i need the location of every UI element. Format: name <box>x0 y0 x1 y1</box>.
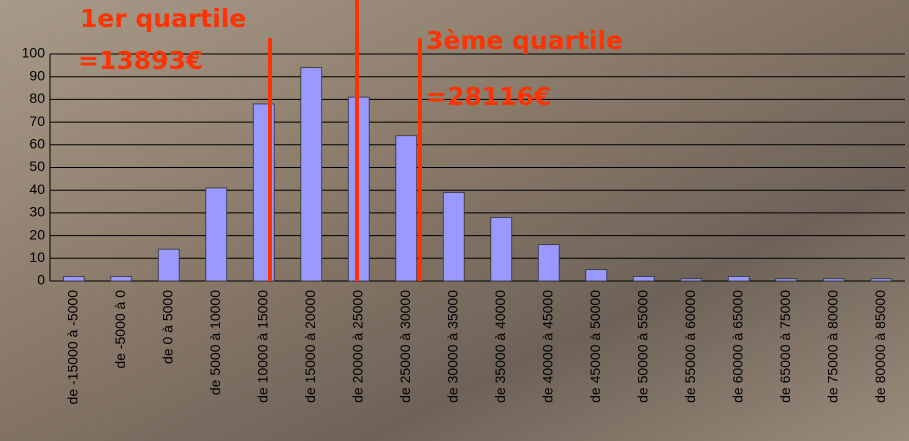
bar <box>442 192 465 282</box>
bar <box>775 278 798 282</box>
bar <box>205 187 228 282</box>
x-tick-label: de 50000 à 55000 <box>634 290 650 403</box>
y-tick-label: 30 <box>29 204 45 220</box>
bar <box>110 276 133 282</box>
bar <box>822 278 845 282</box>
annotation: =28116€ <box>426 82 551 111</box>
x-tick-label: de -5000 à 0 <box>112 290 128 369</box>
x-tick-label: de 75000 à 80000 <box>824 290 840 403</box>
x-tick-label: de 40000 à 45000 <box>539 290 555 403</box>
y-tick-label: 100 <box>22 45 46 61</box>
x-tick-label: de 30000 à 35000 <box>444 290 460 403</box>
y-tick-label: 10 <box>29 249 45 265</box>
bar <box>870 278 893 282</box>
annotation: 3ème quartile <box>426 26 623 55</box>
x-tick-label: de 15000 à 20000 <box>302 290 318 403</box>
y-tick-label: 50 <box>29 158 45 174</box>
x-tick-label: de 5000 à 10000 <box>207 290 223 395</box>
bar <box>62 276 85 282</box>
annotation: =13893€ <box>78 46 203 75</box>
bar <box>537 244 560 282</box>
x-tick-label: de 0 à 5000 <box>159 290 175 364</box>
x-tick-label: de 80000 à 85000 <box>872 290 888 403</box>
bar <box>632 276 655 282</box>
y-tick-label: 80 <box>29 90 45 106</box>
bar <box>727 276 750 282</box>
annotation: 1er quartile <box>80 4 246 33</box>
bar <box>157 248 180 282</box>
y-tick-label: 0 <box>37 272 45 288</box>
x-tick-label: de 35000 à 40000 <box>492 290 508 403</box>
bar <box>300 67 323 282</box>
x-tick-label: de 10000 à 15000 <box>254 290 270 403</box>
bar <box>585 269 608 282</box>
x-tick-label: de 45000 à 50000 <box>587 290 603 403</box>
x-tick-label: de 55000 à 60000 <box>682 290 698 403</box>
x-tick-label: de -15000 à -5000 <box>64 290 80 405</box>
y-tick-label: 70 <box>29 113 45 129</box>
x-tick-label: de 65000 à 75000 <box>777 290 793 403</box>
bar <box>490 217 513 282</box>
x-tick-label: de 25000 à 30000 <box>397 290 413 403</box>
x-tick-label: de 60000 à 65000 <box>729 290 745 403</box>
y-tick-label: 60 <box>29 136 45 152</box>
x-tick-label: de 20000 à 25000 <box>349 290 365 403</box>
y-tick-label: 20 <box>29 226 45 242</box>
y-tick-label: 90 <box>29 67 45 83</box>
y-tick-label: 40 <box>29 181 45 197</box>
bar <box>395 135 418 282</box>
bar <box>680 278 703 282</box>
